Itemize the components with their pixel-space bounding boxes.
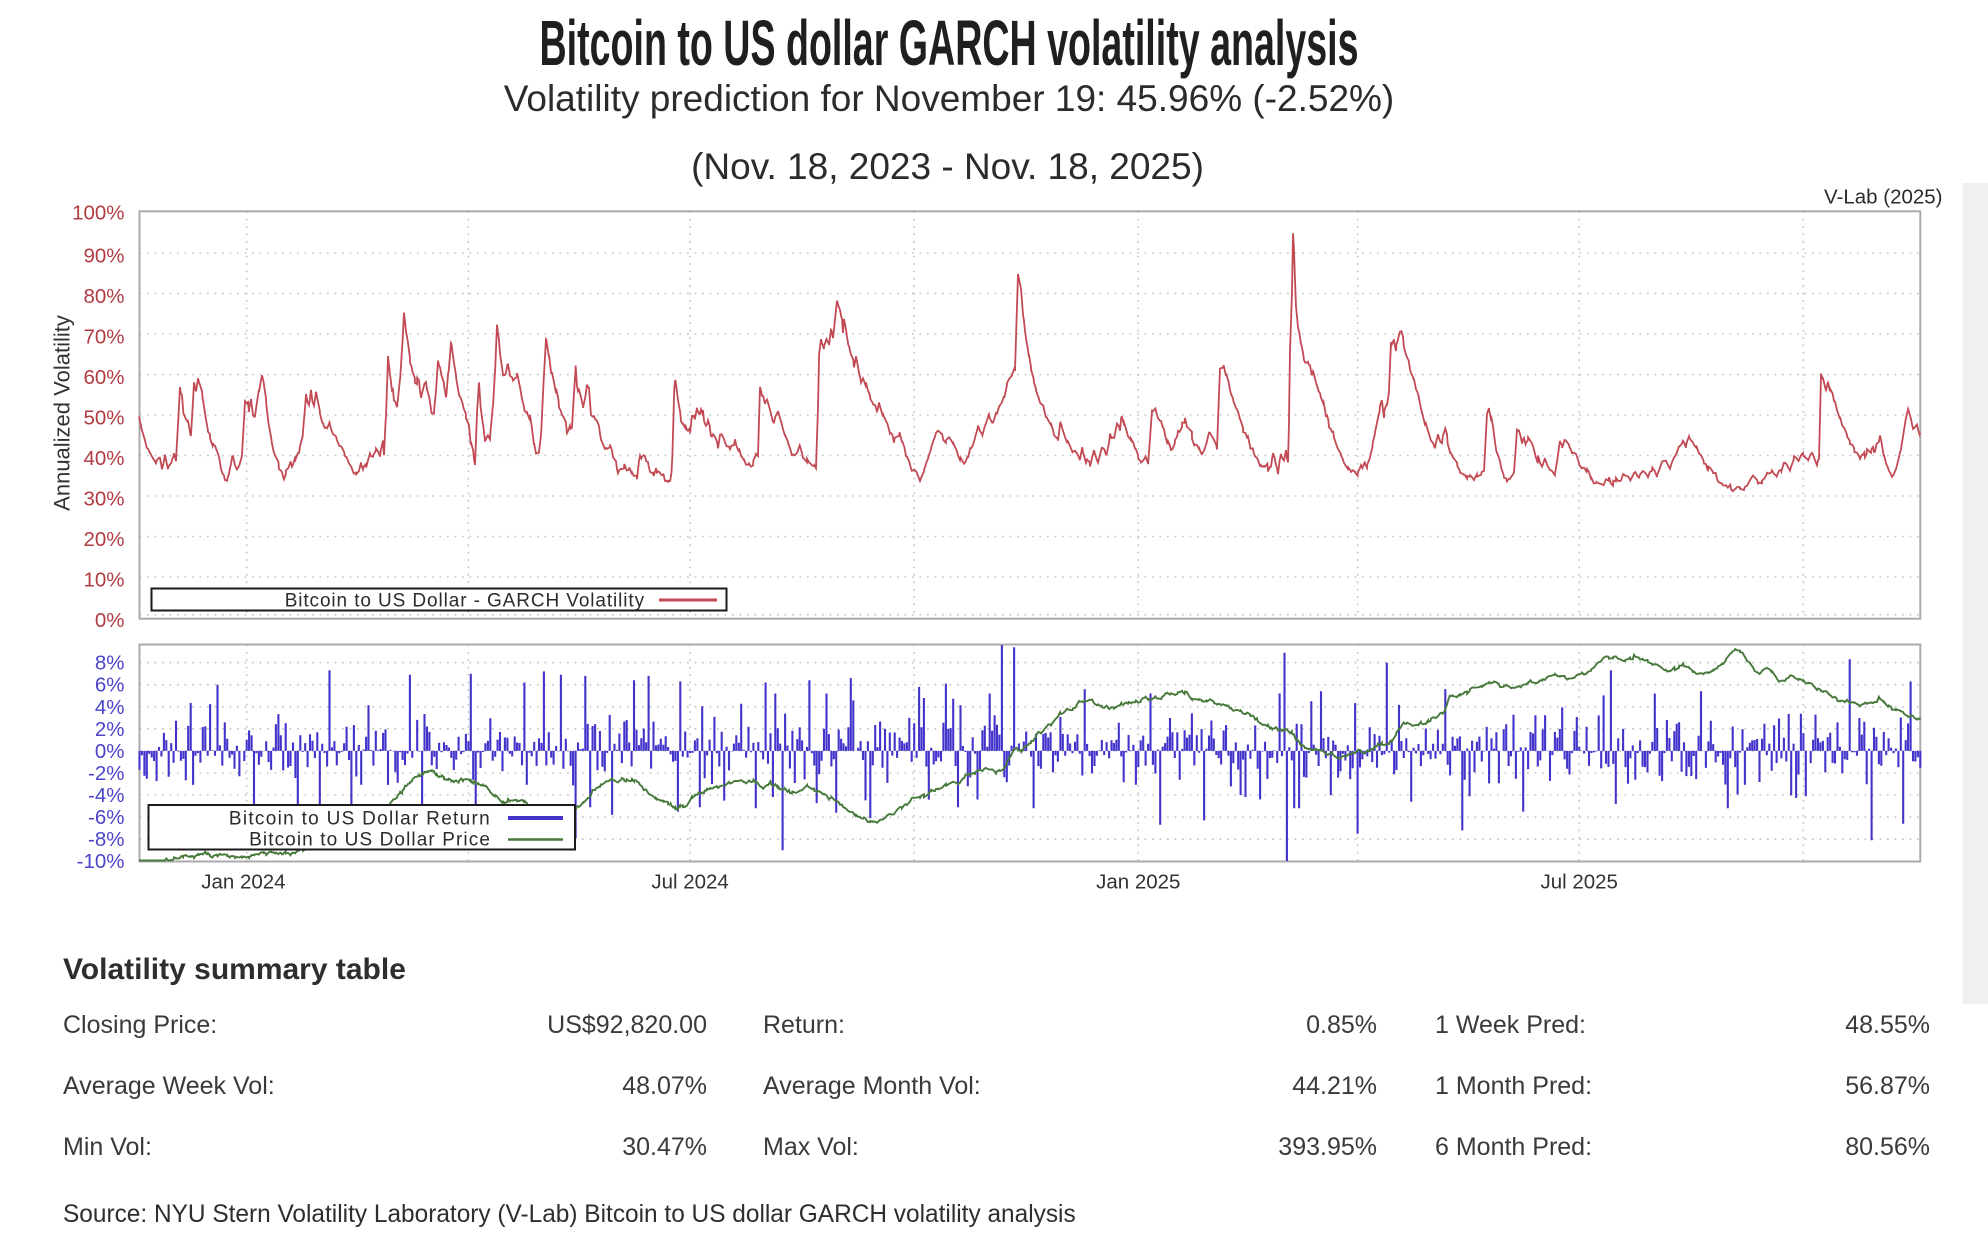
svg-text:10%: 10% [83, 569, 124, 592]
svg-text:4%: 4% [95, 696, 125, 719]
svg-text:80%: 80% [83, 285, 124, 308]
svg-text:90%: 90% [83, 245, 124, 268]
svg-text:Jul 2025: Jul 2025 [1540, 871, 1618, 894]
svg-text:6%: 6% [95, 674, 125, 697]
svg-text:Jan 2025: Jan 2025 [1096, 871, 1180, 894]
svg-text:0%: 0% [95, 609, 125, 632]
svg-text:70%: 70% [83, 326, 124, 349]
svg-text:Jan 2024: Jan 2024 [201, 871, 285, 894]
svg-text:Jul 2024: Jul 2024 [651, 871, 729, 894]
svg-text:0%: 0% [95, 740, 125, 763]
svg-text:-10%: -10% [77, 850, 125, 873]
svg-text:8%: 8% [95, 652, 125, 675]
svg-text:Bitcoin to US Dollar Return: Bitcoin to US Dollar Return [229, 809, 491, 830]
svg-text:50%: 50% [83, 407, 124, 430]
svg-text:Bitcoin to US Dollar Price: Bitcoin to US Dollar Price [249, 830, 491, 851]
svg-text:V-Lab (2025): V-Lab (2025) [1824, 186, 1943, 209]
svg-text:30%: 30% [83, 488, 124, 511]
svg-text:40%: 40% [83, 447, 124, 470]
svg-text:Annualized Volatility: Annualized Volatility [49, 315, 74, 511]
svg-text:-2%: -2% [88, 762, 124, 785]
svg-text:60%: 60% [83, 366, 124, 389]
svg-text:-6%: -6% [88, 806, 124, 829]
svg-text:20%: 20% [83, 528, 124, 551]
svg-text:Bitcoin to US Dollar - GARCH V: Bitcoin to US Dollar - GARCH Volatility [285, 591, 645, 612]
svg-text:-4%: -4% [88, 784, 124, 807]
svg-text:-8%: -8% [88, 828, 124, 851]
svg-text:2%: 2% [95, 718, 125, 741]
svg-text:100%: 100% [72, 202, 124, 225]
